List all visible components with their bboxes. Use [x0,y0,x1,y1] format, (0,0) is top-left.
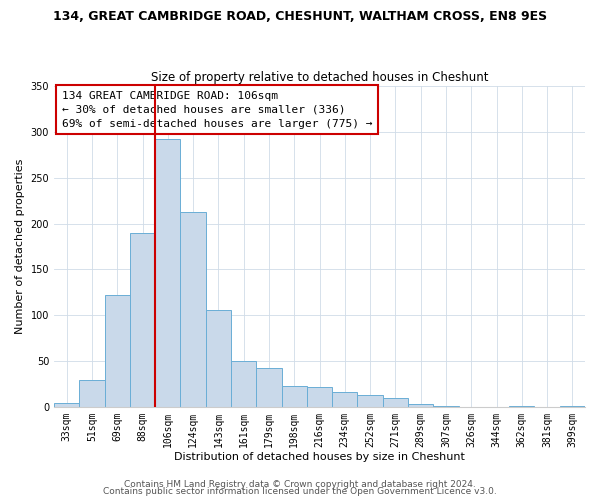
X-axis label: Distribution of detached houses by size in Cheshunt: Distribution of detached houses by size … [174,452,465,462]
Bar [231,361,256,407]
Bar [509,406,535,407]
Bar [332,392,358,407]
Bar [104,295,130,407]
Bar [433,406,458,407]
Bar [358,395,383,407]
Bar [383,398,408,407]
Bar [281,386,307,407]
Title: Size of property relative to detached houses in Cheshunt: Size of property relative to detached ho… [151,70,488,84]
Bar [560,406,585,407]
Bar [181,212,206,407]
Text: 134 GREAT CAMBRIDGE ROAD: 106sqm
← 30% of detached houses are smaller (336)
69% : 134 GREAT CAMBRIDGE ROAD: 106sqm ← 30% o… [62,91,373,129]
Text: Contains public sector information licensed under the Open Government Licence v3: Contains public sector information licen… [103,488,497,496]
Text: Contains HM Land Registry data © Crown copyright and database right 2024.: Contains HM Land Registry data © Crown c… [124,480,476,489]
Bar [408,404,433,407]
Bar [79,380,104,407]
Bar [307,386,332,407]
Bar [54,403,79,407]
Text: 134, GREAT CAMBRIDGE ROAD, CHESHUNT, WALTHAM CROSS, EN8 9ES: 134, GREAT CAMBRIDGE ROAD, CHESHUNT, WAL… [53,10,547,23]
Bar [256,368,281,407]
Bar [155,139,181,407]
Y-axis label: Number of detached properties: Number of detached properties [15,159,25,334]
Bar [130,232,155,407]
Bar [206,310,231,407]
